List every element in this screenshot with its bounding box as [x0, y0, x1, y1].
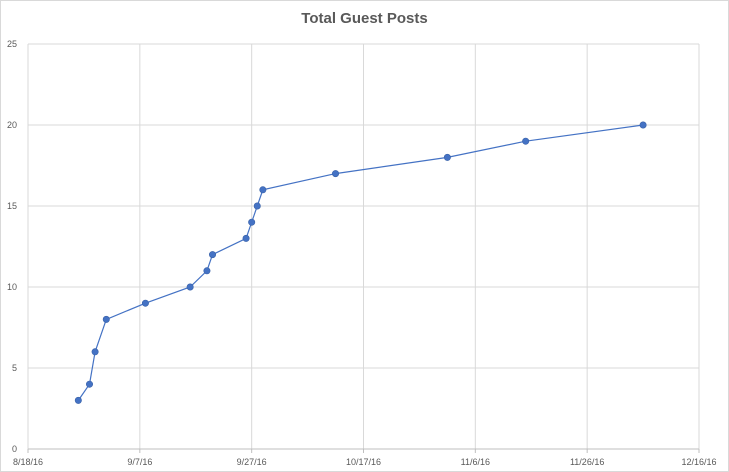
data-point	[209, 251, 217, 259]
data-point	[443, 153, 451, 161]
y-tick-label: 0	[12, 444, 17, 454]
data-point	[332, 170, 340, 178]
data-point	[522, 137, 530, 145]
x-tick-label: 8/18/16	[13, 457, 43, 467]
data-point	[203, 267, 211, 275]
data-point	[91, 348, 99, 356]
y-tick-label: 20	[7, 120, 17, 130]
data-point	[242, 234, 250, 242]
y-tick-label: 15	[7, 201, 17, 211]
data-point	[639, 121, 647, 129]
data-point	[86, 380, 94, 388]
series-line	[77, 124, 644, 401]
data-point	[248, 218, 256, 226]
data-point	[186, 283, 194, 291]
y-tick-label: 5	[12, 363, 17, 373]
x-tick-label: 11/6/16	[461, 457, 490, 467]
x-tick-label: 9/27/16	[237, 457, 267, 467]
chart-title: Total Guest Posts	[301, 10, 428, 27]
data-point	[102, 315, 110, 323]
x-tick-label: 10/17/16	[346, 457, 381, 467]
data-point	[74, 396, 82, 404]
data-point	[253, 202, 261, 210]
x-tick-label: 9/7/16	[127, 457, 152, 467]
data-point	[259, 186, 267, 194]
x-tick-label: 11/26/16	[570, 457, 604, 467]
x-tick-label: 12/16/16	[681, 457, 716, 467]
data-point	[141, 299, 149, 307]
y-tick-label: 10	[7, 282, 17, 292]
y-tick-label: 25	[7, 39, 17, 49]
